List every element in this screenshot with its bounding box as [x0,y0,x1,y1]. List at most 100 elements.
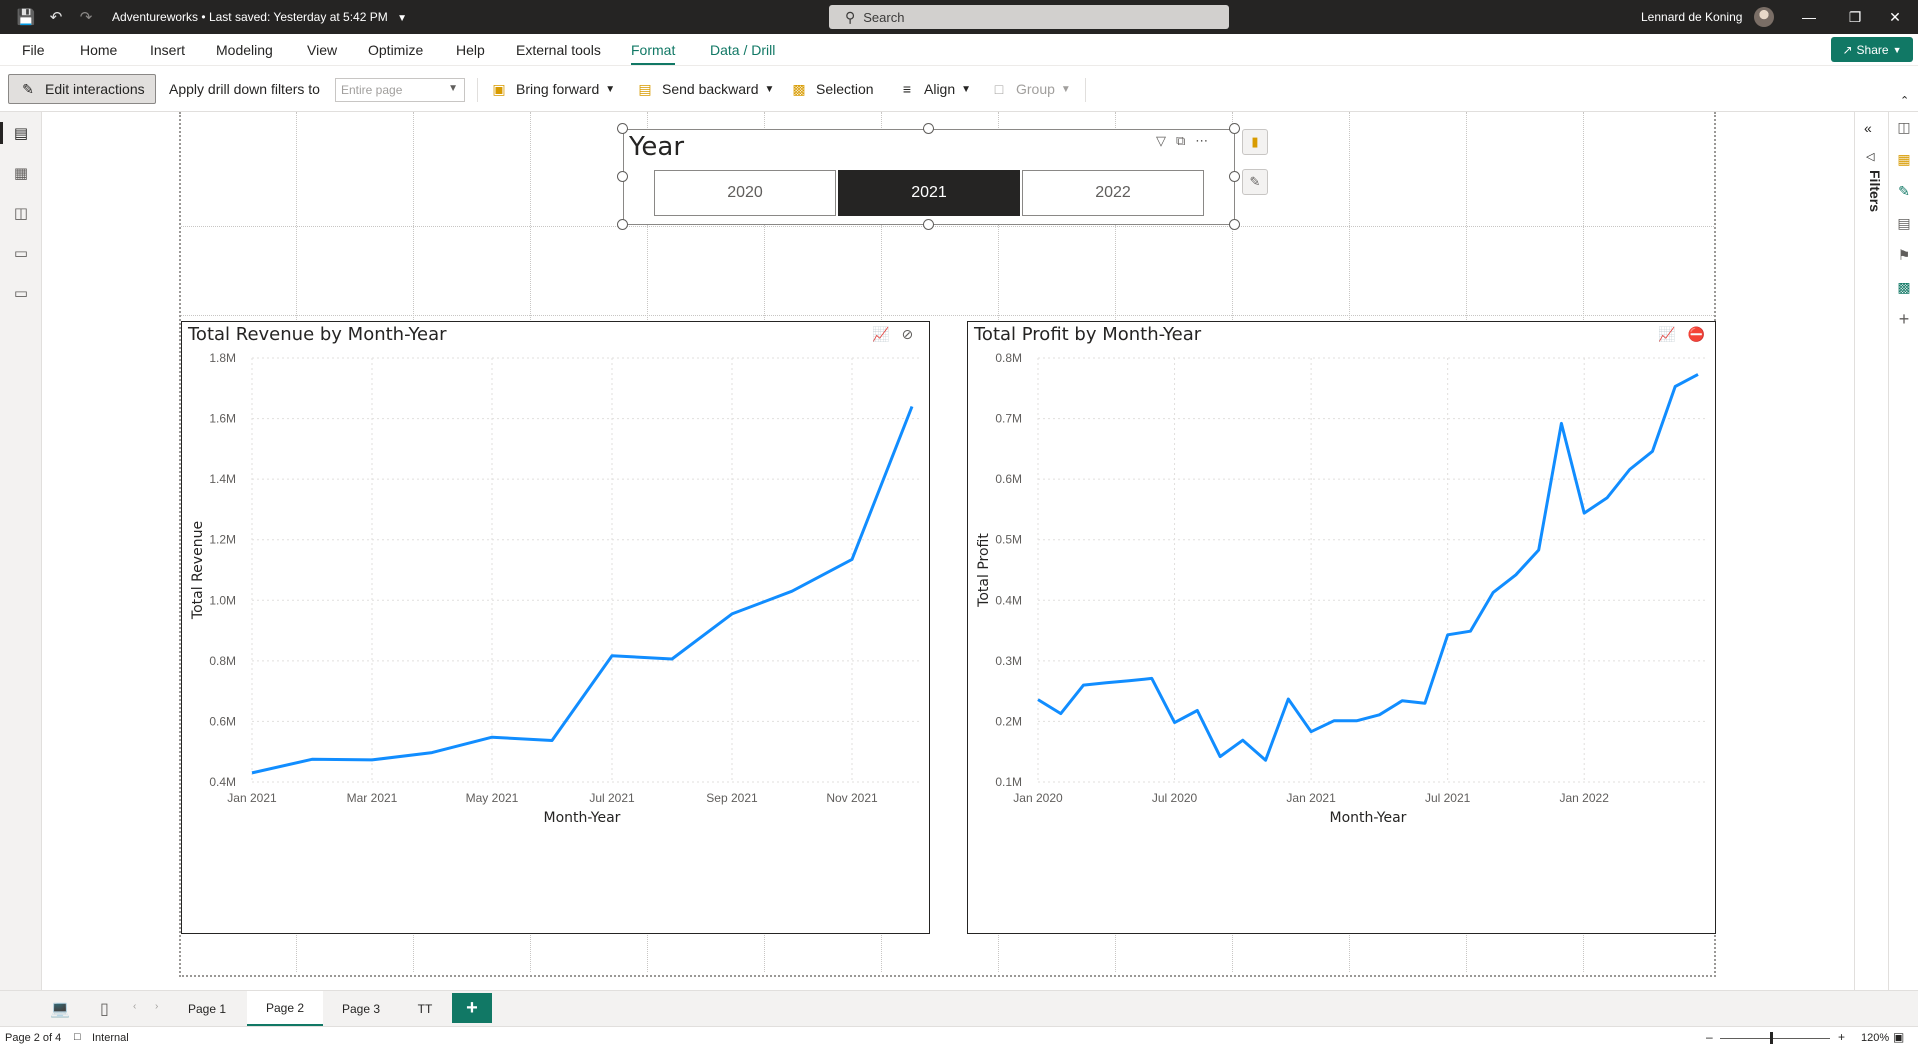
tab-help[interactable]: Help [456,42,485,58]
interaction-filter-icon[interactable]: 📈 [872,326,890,342]
resize-handle[interactable] [1229,219,1240,230]
tab-modeling[interactable]: Modeling [216,42,273,58]
search-input[interactable]: ⚲ Search [829,5,1229,29]
y-tick-label: 0.1M [995,775,1022,789]
bring-forward-button[interactable]: ▣ Bring forward ▼ [490,74,615,104]
revenue-chart-svg: 0.4M 0.6M 0.8M 1.0M 1.2M 1.4M 1.6M 1.8M Jan 2021… [190,351,920,826]
performance-icon[interactable]: ▤ [1897,214,1911,231]
selection-pane-icon[interactable]: ▩ [1897,278,1911,295]
align-icon: ≡ [902,81,912,97]
resize-handle[interactable] [1229,123,1240,134]
dax-query-view-icon[interactable]: ▭ [13,245,29,262]
selection-button[interactable]: ▩ Selection [790,74,873,104]
report-canvas[interactable]: Year ▽ ⧉ ⋯ 2020 2021 2022 ▮ ✎ 0.4M 0.6M 0.… [42,112,1854,990]
file-title[interactable]: Adventureworks • Last saved: Yesterday a… [112,10,407,24]
slicer-option-2022[interactable]: 2022 [1022,170,1204,216]
grid-line [181,226,1714,227]
toolbar-divider [477,78,478,102]
user-account[interactable]: Lennard de Koning [1641,0,1775,34]
visual-header-icons: 📈 ⊘ [872,326,913,343]
share-button[interactable]: ↗ Share ▼ [1831,37,1913,62]
chevron-down-icon: ▼ [764,83,775,95]
resize-handle[interactable] [617,123,628,134]
more-options-icon[interactable]: ⋯ [1195,133,1209,148]
group-icon: □ [994,81,1004,97]
share-icon: ↗ [1842,42,1853,57]
resize-handle[interactable] [1229,171,1240,182]
sensitivity-label[interactable]: Internal [92,1032,129,1044]
zoom-out-icon[interactable]: – [1706,1030,1713,1044]
format-pane-icon[interactable]: ✎ [1898,182,1910,199]
add-page-button[interactable]: + [452,993,492,1023]
slicer-option-2021[interactable]: 2021 [838,170,1020,216]
next-page-icon[interactable]: › [155,1001,159,1012]
x-tick-label: Jan 2021 [227,791,277,805]
chevron-down-icon: ▼ [1060,83,1071,95]
x-tick-label: Jan 2021 [1286,791,1336,805]
save-icon[interactable]: 💾 [16,9,36,26]
edit-interactions-button[interactable]: ✎ Edit interactions [8,74,156,104]
resize-handle[interactable] [617,171,628,182]
add-pane-icon[interactable]: + [1898,308,1910,329]
tab-format[interactable]: Format [631,42,676,65]
tab-insert[interactable]: Insert [150,42,186,58]
selection-icon: ▩ [792,80,806,97]
apply-drill-dropdown[interactable]: Entire page ▼ [335,78,465,102]
zoom-slider[interactable] [1720,1038,1830,1039]
filters-pane[interactable]: « ◁ Filters [1854,112,1888,990]
page-tab-3[interactable]: Page 3 [341,1002,381,1016]
mobile-layout-icon[interactable]: ▯ [100,1001,109,1018]
fit-to-page-icon[interactable]: ▣ [1893,1030,1905,1044]
format-toolbar: ✎ Edit interactions Apply drill down fil… [0,66,1918,112]
resize-handle[interactable] [923,123,934,134]
minimize-icon[interactable]: — [1802,9,1816,25]
format-visual-icon[interactable]: ▮ [1242,129,1268,155]
interaction-none-icon[interactable]: ⊘ [901,326,914,342]
bookmark-icon[interactable]: ⚑ [1897,246,1911,263]
collapse-ribbon-icon[interactable]: ⌃ [1900,95,1910,107]
table-view-icon[interactable]: ▦ [13,165,29,182]
sensitivity-icon: □ [74,1031,81,1043]
prev-page-icon[interactable]: ‹ [133,1001,137,1012]
profit-line-chart[interactable]: 0.1M 0.2M 0.3M 0.4M 0.5M 0.6M 0.7M 0.8M Jan 2020… [967,321,1716,934]
build-visual-icon[interactable]: ▦ [1897,150,1911,167]
tab-file[interactable]: File [22,42,45,58]
tmdl-view-icon[interactable]: ▭ [13,285,29,302]
resize-handle[interactable] [923,219,934,230]
x-tick-label: Jan 2020 [1013,791,1063,805]
data-pane-icon[interactable]: ◫ [1897,118,1911,135]
desktop-layout-icon[interactable]: 💻 [50,1001,70,1018]
align-button[interactable]: ≡ Align ▼ [898,74,971,104]
send-backward-button[interactable]: ▤ Send backward ▼ [636,74,774,104]
interaction-filter-icon[interactable]: 📈 [1658,326,1676,342]
tab-view[interactable]: View [307,42,338,58]
close-icon[interactable]: ✕ [1889,8,1901,25]
page-tab-1[interactable]: Page 1 [187,1002,227,1016]
tab-optimize[interactable]: Optimize [368,42,424,58]
avatar [1754,7,1775,27]
zoom-in-icon[interactable]: + [1838,1030,1846,1044]
restore-icon[interactable]: ❐ [1848,8,1862,25]
tab-home[interactable]: Home [80,42,118,58]
slicer-option-2020[interactable]: 2020 [654,170,836,216]
resize-handle[interactable] [617,219,628,230]
collapse-pane-icon[interactable]: « [1864,120,1872,136]
x-axis-title: Month-Year [544,810,621,826]
chevron-down-icon: ▼ [448,83,458,94]
interaction-none-icon[interactable]: ⛔ [1687,326,1705,342]
revenue-line-chart[interactable]: 0.4M 0.6M 0.8M 1.0M 1.2M 1.4M 1.6M 1.8M Jan 2021… [181,321,930,934]
tab-data-drill[interactable]: Data / Drill [710,42,776,58]
tab-external-tools[interactable]: External tools [516,42,601,58]
y-axis-title: Total Revenue [190,521,206,620]
zoom-slider-thumb[interactable] [1770,1032,1773,1044]
edit-visual-icon[interactable]: ✎ [1242,169,1268,195]
redo-icon[interactable]: ↷ [79,9,93,26]
page-tab-tt[interactable]: TT [417,1002,433,1016]
filter-icon[interactable]: ▽ [1156,133,1166,148]
undo-icon[interactable]: ↶ [49,9,63,26]
focus-mode-icon[interactable]: ⧉ [1176,133,1186,148]
report-view-icon[interactable]: ▤ [13,125,29,142]
model-view-icon[interactable]: ◫ [13,205,29,222]
y-tick-label: 0.4M [995,593,1022,607]
page-tab-2[interactable]: Page 2 [247,991,323,1027]
